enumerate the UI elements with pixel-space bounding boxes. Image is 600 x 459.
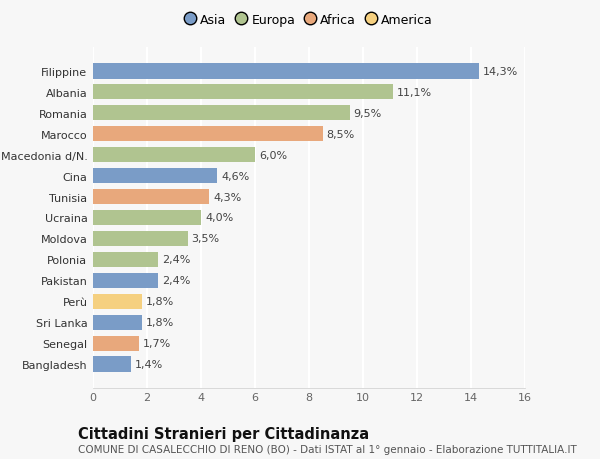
Text: 4,0%: 4,0% [205,213,233,223]
Text: 8,5%: 8,5% [326,129,355,139]
Bar [93,273,158,289]
Text: 14,3%: 14,3% [483,67,518,77]
Text: 1,7%: 1,7% [143,339,171,349]
Bar [93,252,158,268]
Text: 4,6%: 4,6% [221,171,250,181]
Text: 1,8%: 1,8% [146,297,174,307]
Bar [93,294,142,310]
Text: Cittadini Stranieri per Cittadinanza: Cittadini Stranieri per Cittadinanza [78,426,369,441]
Bar [93,189,209,205]
Legend: Asia, Europa, Africa, America: Asia, Europa, Africa, America [181,10,437,31]
Bar [93,210,201,226]
Text: 3,5%: 3,5% [191,234,220,244]
Bar [93,147,255,163]
Bar [93,106,349,121]
Bar [93,168,217,184]
Text: 4,3%: 4,3% [213,192,241,202]
Text: 6,0%: 6,0% [259,150,287,160]
Text: 11,1%: 11,1% [397,87,432,97]
Bar [93,315,142,330]
Bar [93,126,323,142]
Bar [93,336,139,352]
Bar [93,64,479,79]
Text: 2,4%: 2,4% [162,276,190,286]
Text: COMUNE DI CASALECCHIO DI RENO (BO) - Dati ISTAT al 1° gennaio - Elaborazione TUT: COMUNE DI CASALECCHIO DI RENO (BO) - Dat… [78,444,577,454]
Text: 9,5%: 9,5% [353,108,382,118]
Text: 1,4%: 1,4% [135,359,163,369]
Text: 1,8%: 1,8% [146,318,174,328]
Bar [93,231,187,247]
Text: 2,4%: 2,4% [162,255,190,265]
Bar [93,357,131,372]
Bar [93,84,392,100]
